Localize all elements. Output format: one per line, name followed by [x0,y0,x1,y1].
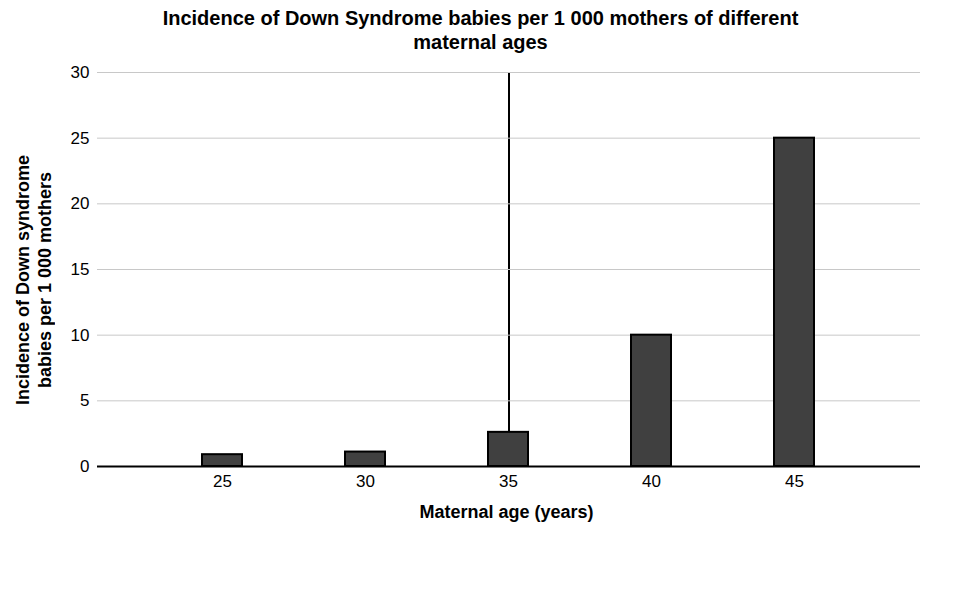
html-text:Incidence of Down syndrome bab: Incidence of Down syndrome babies per 1 … [13,155,55,405]
svg-text:45: 45 [785,472,804,491]
svg-text:40: 40 [642,472,661,491]
svg-text:10: 10 [71,326,90,345]
html-text:Maternal age (years): Maternal age (years) [419,502,594,522]
svg-text:0: 0 [80,457,89,476]
svg-text:15: 15 [71,260,90,279]
svg-text:25: 25 [71,129,90,148]
svg-text:35: 35 [499,472,518,491]
svg-text:30: 30 [356,472,375,491]
svg-text:30: 30 [71,63,90,82]
svg-text:25: 25 [213,472,232,491]
svg-text:20: 20 [71,194,90,213]
html-text:Incidence of Down Syndrome bab: Incidence of Down Syndrome babies per 1 … [162,7,799,53]
svg-text:5: 5 [80,391,89,410]
